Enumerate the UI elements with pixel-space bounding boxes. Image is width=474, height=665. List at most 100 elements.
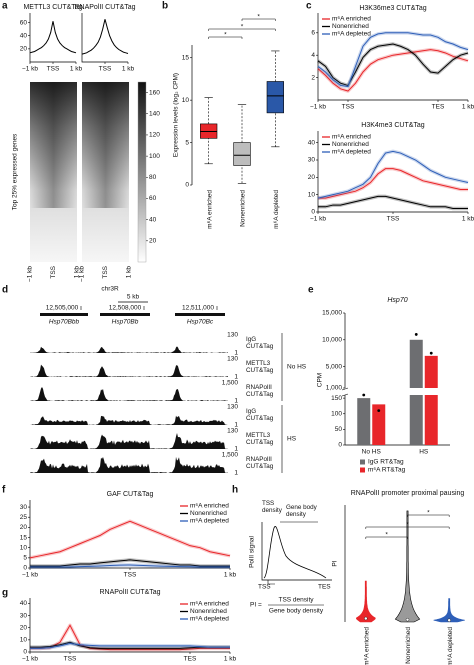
series-line bbox=[29, 520, 231, 559]
replicate-point bbox=[414, 333, 418, 336]
series-line bbox=[30, 642, 230, 649]
chart-title: H3K36me3 CUT&Tag bbox=[359, 5, 426, 12]
y-axis-label: CPM bbox=[317, 373, 324, 387]
series-line bbox=[30, 641, 230, 649]
bar bbox=[409, 395, 423, 445]
tss-density-label: TSS density bbox=[262, 500, 282, 515]
y-tick-label: 40 bbox=[20, 600, 28, 607]
bar bbox=[372, 404, 386, 445]
category-label: Nonenriched bbox=[405, 627, 412, 664]
significance-bracket bbox=[208, 28, 276, 31]
replicate-point bbox=[377, 409, 381, 413]
series-line bbox=[30, 559, 230, 567]
group-label: HS bbox=[287, 436, 297, 443]
chart-title: RNAPolII CUT&Tag bbox=[74, 4, 135, 11]
x-tick-label: −1 kb bbox=[310, 104, 326, 111]
y-tick-label: 30 bbox=[20, 504, 28, 511]
chromosome: chr3R bbox=[101, 286, 119, 293]
tes-label: TES bbox=[318, 584, 331, 591]
legend-label: Nonenriched bbox=[190, 608, 227, 615]
series-line bbox=[29, 21, 77, 54]
x-tick-label: 1 kb bbox=[70, 66, 83, 73]
colorbar-tick-label: 40 bbox=[149, 216, 157, 223]
y-axis-label: PI bbox=[332, 560, 339, 566]
gene bbox=[40, 313, 88, 316]
heatmap-y-label: Top 25% expressed genes bbox=[12, 133, 19, 210]
legend-label: Nonenriched bbox=[332, 141, 369, 148]
gene bbox=[175, 313, 225, 316]
significance-label: * bbox=[385, 532, 388, 539]
chart-title: Hsp70 bbox=[387, 297, 407, 304]
panel-label: f bbox=[2, 485, 6, 496]
colorbar-tick-label: 80 bbox=[149, 174, 157, 181]
significance-bracket bbox=[365, 526, 450, 529]
x-tick-label: HS bbox=[419, 449, 429, 456]
y-tick-label: 20 bbox=[308, 174, 316, 181]
track-max: 130 bbox=[227, 428, 238, 435]
panel-label: e bbox=[308, 285, 314, 296]
x-tick-label: TES bbox=[432, 104, 445, 111]
legend-label: m⁶A depleted bbox=[332, 31, 371, 38]
gene-body-density-label: Gene body density bbox=[286, 504, 317, 519]
track-max: 130 bbox=[227, 356, 238, 363]
y-axis-label: PolII signal bbox=[249, 536, 256, 568]
y-tick-label: 5,000 bbox=[326, 363, 343, 370]
y-tick-label: 50 bbox=[335, 426, 343, 433]
colorbar-tick-label: 60 bbox=[149, 195, 157, 202]
tss-label: TSS bbox=[258, 584, 271, 591]
category-label: m⁶A depleted bbox=[273, 190, 280, 229]
signal-curve bbox=[263, 526, 327, 579]
coordinate: 12,505,000 bbox=[46, 305, 79, 312]
track-max: 130 bbox=[227, 332, 238, 339]
x-tick-label: No HS bbox=[362, 449, 382, 456]
series-line bbox=[318, 168, 468, 199]
gene-label: Hsp70Bc bbox=[187, 319, 214, 326]
series-line bbox=[318, 195, 468, 210]
track-min: 1 bbox=[234, 398, 238, 405]
y-tick-label: 6 bbox=[311, 30, 315, 37]
y-tick-label: 15 bbox=[182, 54, 190, 61]
y-tick-label: 10,000 bbox=[322, 337, 342, 344]
series-line bbox=[317, 32, 469, 88]
significance-label: * bbox=[406, 522, 409, 529]
chart-title: RNAPolII CUT&Tag bbox=[99, 589, 160, 596]
chart-title: RNAPolII promoter proximal pausing bbox=[351, 490, 465, 497]
axis bbox=[81, 13, 128, 63]
x-tick-label: 1 kb bbox=[462, 216, 474, 223]
group-label: No HS bbox=[287, 364, 307, 371]
x-tick-label: 1 kb bbox=[122, 66, 135, 73]
bar bbox=[424, 395, 438, 445]
x-tick-label: TSS bbox=[47, 66, 60, 73]
bar-upper bbox=[409, 339, 423, 388]
y-tick-label: 10 bbox=[308, 191, 316, 198]
legend-swatch bbox=[360, 467, 365, 473]
significance-label: * bbox=[257, 14, 260, 21]
signal-track bbox=[30, 415, 228, 425]
axis bbox=[29, 13, 76, 63]
y-tick-label: 10 bbox=[20, 637, 28, 644]
chart-title: METTL3 CUT&Tag bbox=[23, 4, 82, 11]
panel-label: c bbox=[306, 1, 312, 12]
y-tick-label: 5 bbox=[23, 555, 27, 562]
heatmap-x-label: −1 kb bbox=[79, 266, 86, 282]
significance-label: * bbox=[241, 24, 244, 31]
box bbox=[233, 142, 251, 166]
series-line bbox=[317, 43, 469, 87]
category-label: m⁶A enriched bbox=[206, 190, 213, 229]
ci-band bbox=[316, 42, 469, 88]
significance-bracket bbox=[407, 514, 450, 517]
median-point bbox=[364, 616, 368, 621]
category-label: m⁶A depleted bbox=[447, 627, 454, 665]
y-tick-label: 20 bbox=[20, 524, 28, 531]
x-tick-label: 1 kb bbox=[224, 656, 237, 663]
heatmap-center bbox=[30, 82, 77, 208]
panel-label: h bbox=[232, 485, 238, 496]
track-min: 1 bbox=[234, 470, 238, 477]
y-tick-label: 150 bbox=[331, 395, 342, 402]
series-line bbox=[317, 150, 469, 199]
colorbar-tick-label: 20 bbox=[149, 238, 157, 245]
violin bbox=[394, 510, 421, 623]
y-tick-label: 0 bbox=[311, 209, 315, 216]
panel-label: a bbox=[2, 1, 8, 12]
